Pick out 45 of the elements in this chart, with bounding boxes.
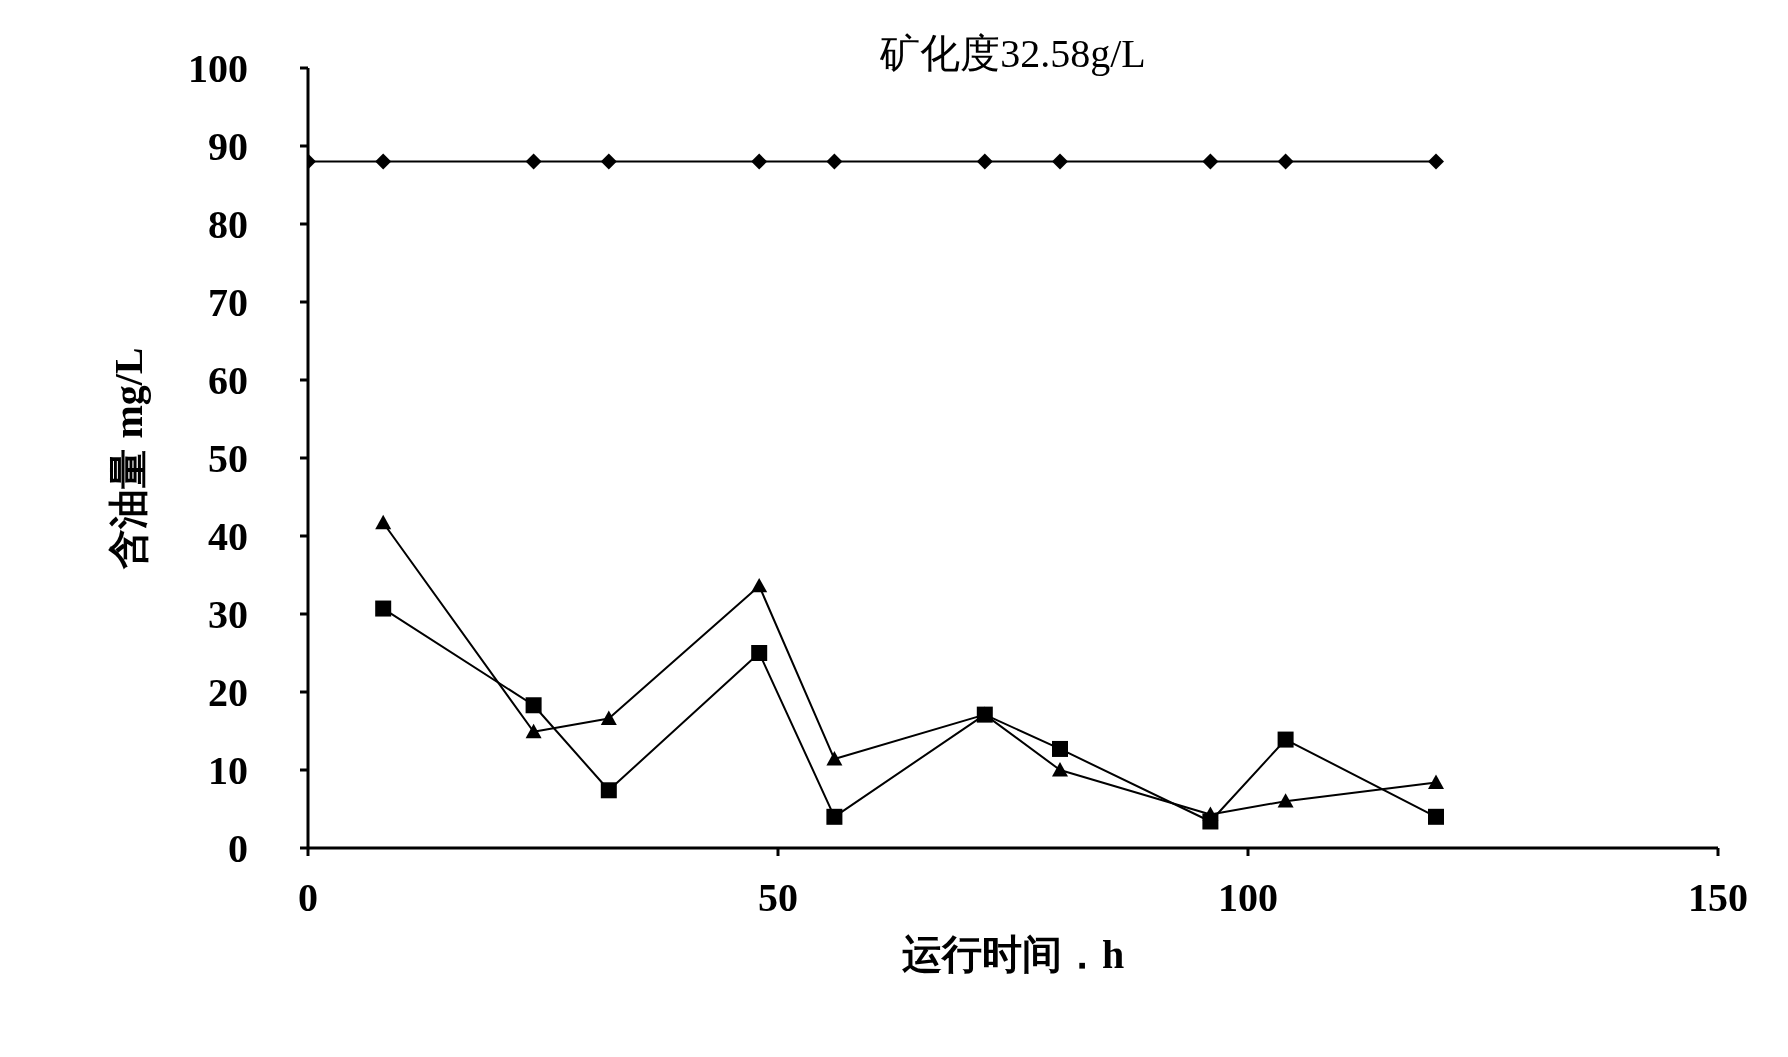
x-tick-label: 100 — [1218, 875, 1278, 921]
point — [375, 514, 392, 530]
y-tick-label: 80 — [208, 202, 248, 248]
y-tick-label: 90 — [208, 124, 248, 170]
point — [826, 808, 843, 825]
y-tick-label: 30 — [208, 592, 248, 638]
x-axis-title: 运行时间．h — [901, 932, 1125, 977]
point — [1428, 808, 1444, 825]
point — [600, 710, 617, 725]
y-tick-label: 0 — [228, 826, 248, 872]
y-tick-label: 10 — [208, 748, 248, 794]
chart-title: 矿化度32.58g/L — [879, 30, 1147, 78]
point — [375, 153, 392, 170]
point — [525, 697, 542, 714]
point — [375, 600, 392, 617]
point — [525, 153, 542, 170]
y-axis-title: 含油量 mg/L — [106, 347, 152, 570]
point — [600, 153, 617, 170]
point — [1052, 740, 1068, 757]
point — [600, 782, 617, 799]
point — [751, 645, 768, 661]
point — [1277, 731, 1294, 748]
point — [826, 153, 843, 170]
point — [751, 577, 768, 593]
point — [1202, 153, 1219, 170]
point — [1428, 774, 1444, 789]
point — [976, 153, 993, 170]
point — [826, 751, 843, 766]
point — [1277, 153, 1294, 170]
point — [1052, 762, 1068, 777]
point — [1052, 153, 1068, 170]
x-tick-label: 150 — [1688, 875, 1748, 921]
y-tick-label: 60 — [208, 358, 248, 404]
y-tick-label: 40 — [208, 514, 248, 560]
y-tick-label: 20 — [208, 670, 248, 716]
x-tick-label: 50 — [758, 875, 798, 921]
y-tick-label: 50 — [208, 436, 248, 482]
point — [525, 723, 542, 739]
y-tick-label: 100 — [188, 46, 248, 92]
point — [1202, 806, 1219, 821]
point — [751, 153, 768, 170]
y-tick-label: 70 — [208, 280, 248, 326]
point — [1277, 793, 1294, 808]
x-tick-label: 0 — [298, 875, 318, 921]
point — [1428, 153, 1444, 170]
